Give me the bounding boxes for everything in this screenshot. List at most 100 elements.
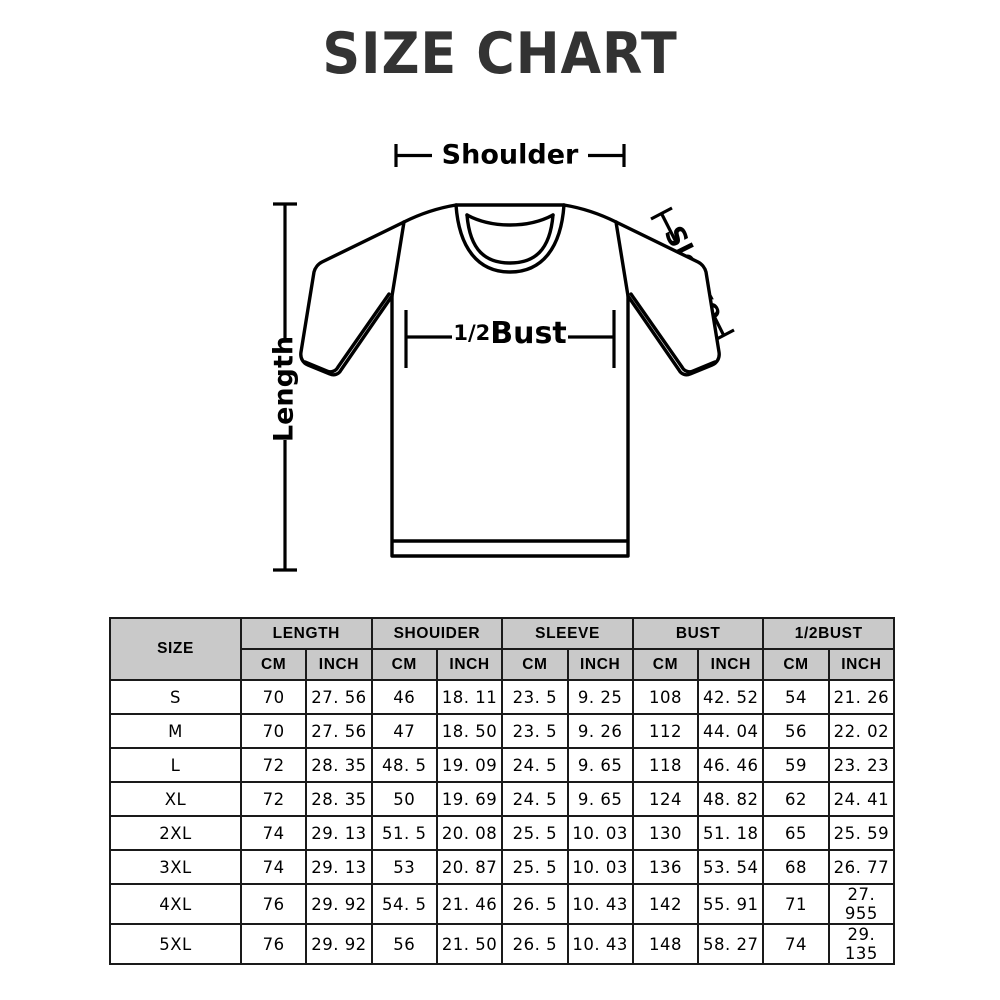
table-row: M 70 27. 56 47 18. 50 23. 5 9. 26 112 44. 04 56 22… — [109, 713, 896, 749]
cell-value: 50 — [370, 781, 438, 817]
cell-value: 24. 5 — [501, 747, 569, 783]
cell-value: 53 — [370, 849, 438, 885]
cell-value: 42. 52 — [697, 679, 765, 715]
shoulder-dimension — [394, 144, 626, 167]
cell-value: 118 — [631, 747, 700, 783]
collar-inner — [465, 213, 555, 265]
cell-value: 68 — [762, 849, 830, 885]
cell-value: 24. 5 — [501, 781, 569, 817]
header-group-sleeve: SLEEVE — [501, 617, 634, 650]
table-row: XL 72 28. 35 50 19. 69 24. 5 9. 65 124 48. 82 62 2… — [109, 781, 896, 817]
cell-value: 20. 87 — [435, 849, 504, 885]
cell-size: L — [109, 747, 242, 783]
cell-value: 148 — [631, 923, 700, 965]
cell-value: 47 — [370, 713, 438, 749]
header-group-length: LENGTH — [240, 617, 373, 650]
cell-value: 26. 5 — [501, 883, 569, 925]
cell-value: 29. 13 — [305, 815, 373, 851]
table-row: 2XL 74 29. 13 51. 5 20. 08 25. 5 10. 03 130 51. … — [109, 815, 896, 851]
header-group-half-bust: 1/2BUST — [762, 617, 896, 650]
header-unit-sleeve-inch: INCH — [566, 648, 634, 681]
length-label: Length — [269, 336, 300, 442]
table-body: S 70 27. 56 46 18. 11 23. 5 9. 25 108 42. 52 54 21… — [109, 679, 896, 965]
cell-value: 48. 82 — [697, 781, 765, 817]
left-cuff-hem — [303, 292, 391, 374]
cell-value: 25. 5 — [501, 849, 569, 885]
size-chart-table: SIZE LENGTH SHOUIDER SLEEVE BUST 1/2BUST… — [109, 617, 896, 965]
cell-value: 72 — [239, 781, 308, 817]
cell-value: 23. 5 — [501, 713, 569, 749]
header-unit-length-cm: CM — [239, 648, 308, 681]
cell-value: 46. 46 — [697, 747, 765, 783]
shoulder-label: Shoulder — [442, 140, 579, 171]
collar-band — [465, 213, 555, 227]
cell-size: XL — [109, 781, 242, 817]
size-chart-table-container: SIZE LENGTH SHOUIDER SLEEVE BUST 1/2BUST… — [109, 617, 896, 965]
cell-value: 130 — [631, 815, 700, 851]
cell-value: 23. 23 — [827, 747, 896, 783]
cell-value: 10. 43 — [566, 923, 634, 965]
header-unit-bust-cm: CM — [631, 648, 700, 681]
left-shoulder-seam — [390, 220, 406, 298]
table-row: 3XL 74 29. 13 53 20. 87 25. 5 10. 03 136 53. 54 6… — [109, 849, 896, 885]
cell-size: 5XL — [109, 923, 242, 965]
header-unit-half-bust-inch: INCH — [827, 648, 896, 681]
table-row: L 72 28. 35 48. 5 19. 09 24. 5 9. 65 118 46. 46 5… — [109, 747, 896, 783]
half-bust-fraction: 1/2 — [453, 321, 490, 345]
header-unit-shoulder-cm: CM — [370, 648, 438, 681]
cell-value: 21. 46 — [435, 883, 504, 925]
cell-value: 51. 18 — [697, 815, 765, 851]
cell-size: 2XL — [109, 815, 242, 851]
cell-value: 22. 02 — [827, 713, 896, 749]
cell-value: 26. 77 — [827, 849, 896, 885]
table-row: S 70 27. 56 46 18. 11 23. 5 9. 25 108 42. 52 54 21… — [109, 679, 896, 715]
cell-value: 28. 35 — [305, 747, 373, 783]
cell-value: 136 — [631, 849, 700, 885]
header-group-shoulder: SHOUIDER — [370, 617, 504, 650]
cell-value: 29. 92 — [305, 923, 373, 965]
half-bust-label: 1/2Bust — [453, 316, 566, 351]
cell-value: 29. 135 — [827, 923, 896, 965]
cell-value: 9. 65 — [566, 747, 634, 783]
cell-value: 28. 35 — [305, 781, 373, 817]
cell-size: 3XL — [109, 849, 242, 885]
right-shoulder-seam — [614, 220, 630, 298]
cell-value: 54 — [762, 679, 830, 715]
cell-value: 9. 65 — [566, 781, 634, 817]
cell-value: 112 — [631, 713, 700, 749]
cell-value: 29. 92 — [305, 883, 373, 925]
cell-value: 19. 69 — [435, 781, 504, 817]
cell-value: 56 — [370, 923, 438, 965]
cell-value: 25. 5 — [501, 815, 569, 851]
table-row: 5XL 76 29. 92 56 21. 50 26. 5 10. 43 148 58. 27 7… — [109, 923, 896, 965]
header-unit-sleeve-cm: CM — [501, 648, 569, 681]
half-bust-word: Bust — [490, 316, 566, 351]
cell-value: 108 — [631, 679, 700, 715]
header-unit-length-inch: INCH — [305, 648, 373, 681]
header-row-units: CM INCH CM INCH CM INCH CM INCH CM INCH — [110, 648, 896, 681]
header-unit-half-bust-cm: CM — [762, 648, 830, 681]
cell-size: S — [109, 679, 242, 715]
cell-value: 124 — [631, 781, 700, 817]
cell-value: 74 — [762, 923, 830, 965]
cell-value: 27. 955 — [827, 883, 896, 925]
cell-value: 10. 03 — [566, 849, 634, 885]
cell-size: 4XL — [109, 883, 242, 925]
right-cuff-hem — [629, 292, 717, 374]
table-row: 4XL 76 29. 92 54. 5 21. 46 26. 5 10. 43 142 55. … — [109, 883, 896, 925]
cell-value: 18. 11 — [435, 679, 504, 715]
cell-value: 27. 56 — [305, 679, 373, 715]
tshirt-measurement-diagram: Shoulder Length Sleeve — [269, 140, 735, 572]
cell-value: 65 — [762, 815, 830, 851]
header-unit-shoulder-inch: INCH — [435, 648, 504, 681]
cell-value: 76 — [239, 883, 308, 925]
header-size: SIZE — [109, 617, 242, 681]
cell-value: 29. 13 — [305, 849, 373, 885]
cell-value: 10. 43 — [566, 883, 634, 925]
page-title: SIZE CHART — [322, 21, 678, 87]
cell-value: 74 — [239, 815, 308, 851]
cell-value: 76 — [239, 923, 308, 965]
cell-value: 21. 50 — [435, 923, 504, 965]
cell-value: 19. 09 — [435, 747, 504, 783]
cell-value: 9. 26 — [566, 713, 634, 749]
